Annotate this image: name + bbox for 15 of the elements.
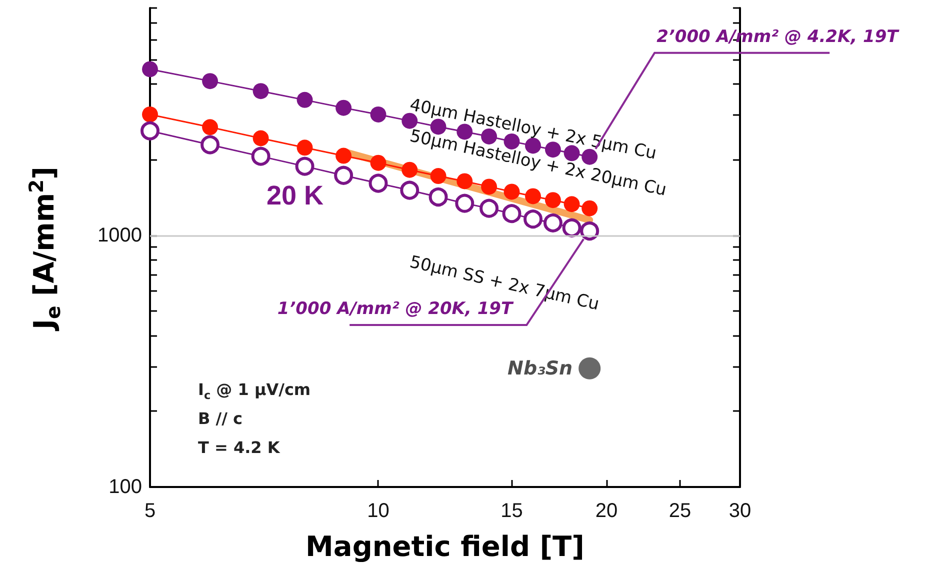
annotation: I$_{c}$ @ 1 µV/cm <box>198 380 311 402</box>
x-tick-label: 20 <box>595 500 618 522</box>
x-tick-label: 15 <box>500 500 523 522</box>
y-tick-label: 1000 <box>98 224 142 246</box>
x-tick-label: 10 <box>367 500 390 522</box>
annotation: 20 K <box>266 180 324 212</box>
annotation: T = 4.2 K <box>198 438 280 457</box>
annotation: 1’000 A/mm² @ 20K, 19T <box>277 299 513 320</box>
y-tick-label: 100 <box>108 476 142 498</box>
x-axis-title: Magnetic field [T] <box>306 530 584 563</box>
x-tick-label: 25 <box>668 500 692 522</box>
x-tick-label: 30 <box>728 500 752 522</box>
series-label: Nb₃Sn <box>508 357 573 380</box>
annotation: B // c <box>198 409 243 428</box>
x-tick-label: 5 <box>144 500 156 522</box>
